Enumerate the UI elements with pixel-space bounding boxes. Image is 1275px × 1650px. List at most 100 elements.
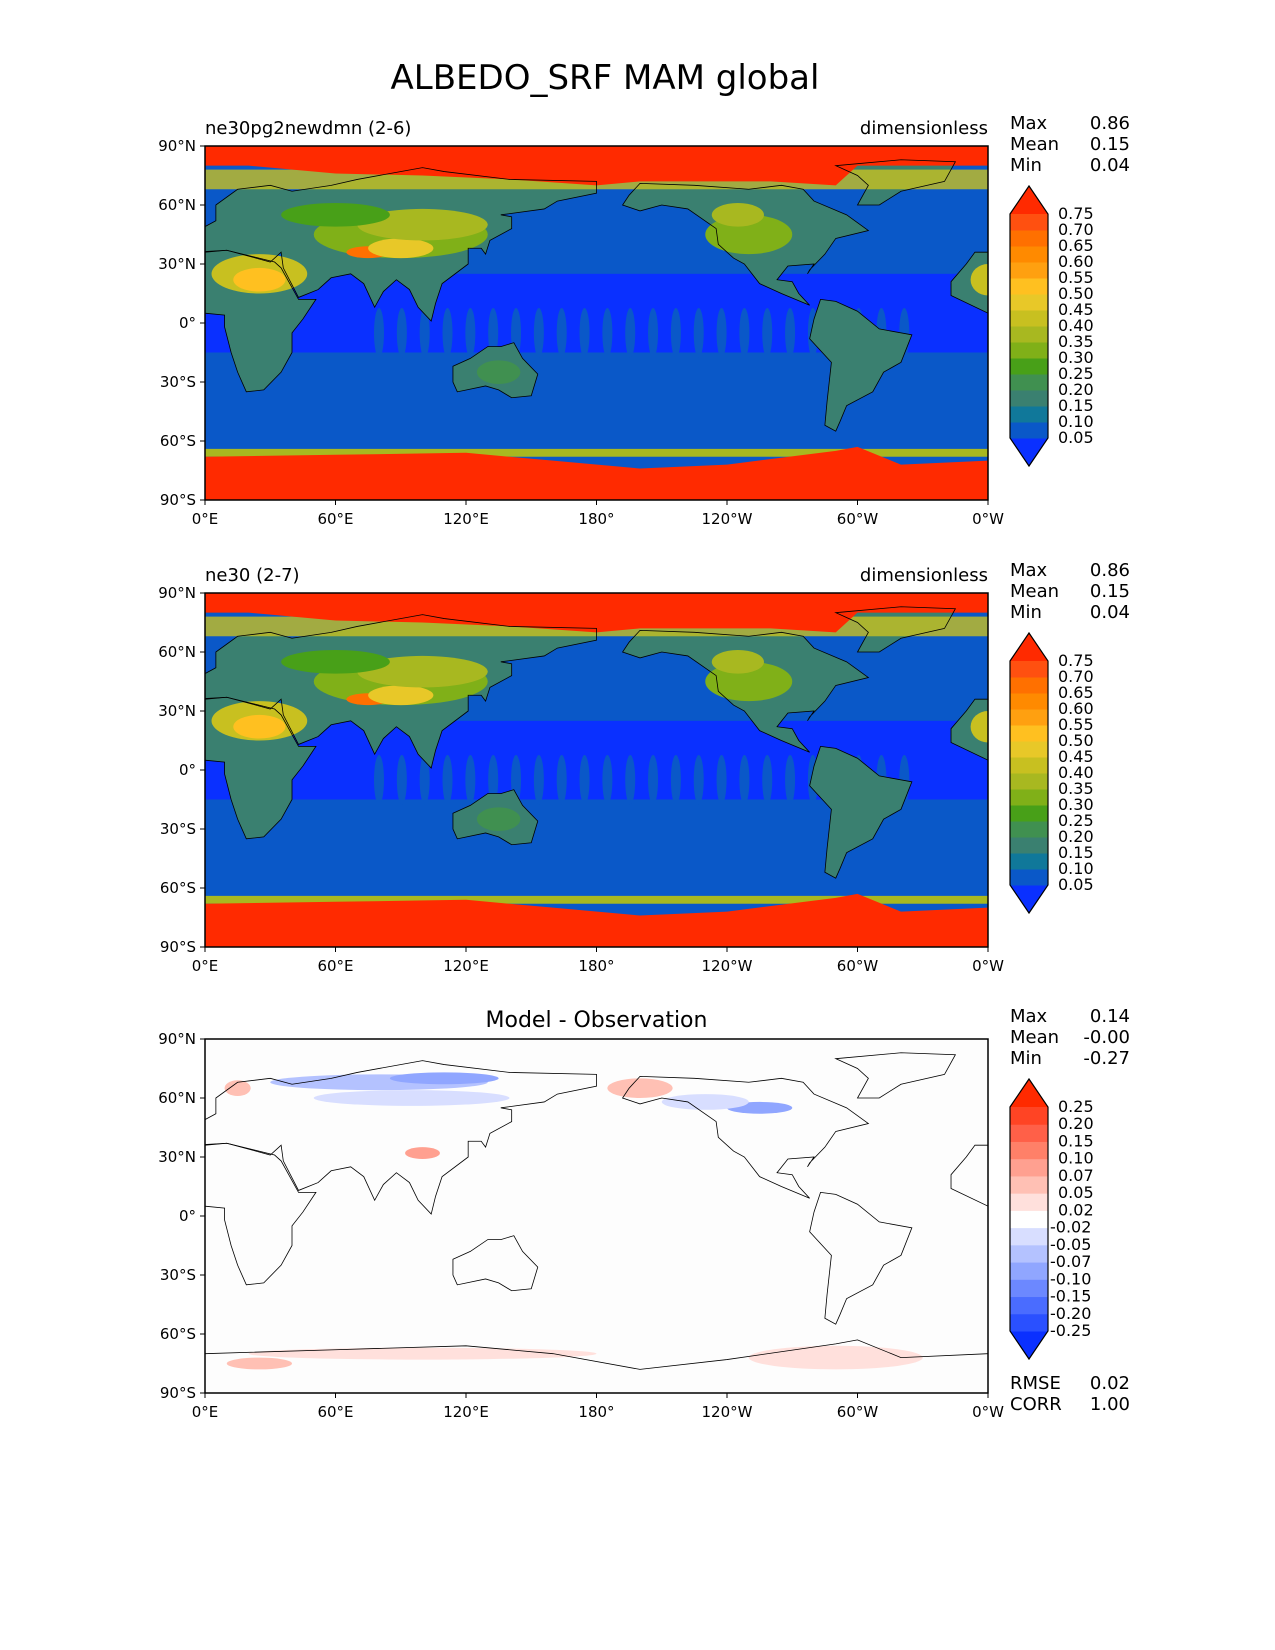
difference-patch <box>405 1147 440 1159</box>
colorbar-bin <box>1010 1158 1048 1177</box>
colorbar-tick-label: 0.30 <box>1058 348 1094 367</box>
land-albedo-patch <box>711 203 764 227</box>
y-tick-label: 60°N <box>158 1089 196 1107</box>
colorbar-tick-label: 0.60 <box>1058 699 1094 718</box>
ocean-streak <box>442 755 453 805</box>
ocean-streak <box>374 308 384 358</box>
x-tick-label: 120°E <box>443 510 489 528</box>
stat-value: -0.27 <box>1083 1048 1130 1069</box>
y-tick-label: 30°S <box>160 373 196 391</box>
ocean-streak <box>648 308 659 358</box>
ocean-streak <box>716 308 727 358</box>
colorbar-tick-label: 0.20 <box>1058 380 1094 399</box>
colorbar-bin <box>1010 1124 1048 1142</box>
colorbar-tick-label: 0.55 <box>1058 715 1094 734</box>
antarctic-snow <box>205 446 988 500</box>
footer-stat-label: RMSE <box>1010 1373 1061 1394</box>
x-tick-label: 120°E <box>443 957 489 975</box>
colorbar-bin <box>1010 326 1048 343</box>
colorbar-outline <box>1009 184 1049 468</box>
colorbar-tick-label: 0.15 <box>1058 843 1094 862</box>
colorbar: 0.050.100.150.200.250.300.350.400.450.50… <box>1009 631 1094 915</box>
stat-label: Min <box>1010 1048 1042 1069</box>
y-tick-label: 60°N <box>158 196 196 214</box>
y-tick-label: 30°S <box>160 1266 196 1284</box>
ocean-streak <box>533 755 544 805</box>
colorbar-tick-label: -0.20 <box>1050 1304 1091 1323</box>
colorbar-bin <box>1010 837 1048 854</box>
ocean-streak <box>625 308 636 358</box>
colorbar-bin <box>1010 358 1048 375</box>
map-panel-1: 0°E 60°E 120°E 180° 120°W 60°W 0°W 90°N 60°N 30°N… <box>158 113 1130 528</box>
stat-value: 0.15 <box>1090 581 1130 602</box>
colorbar-tick-label: -0.05 <box>1050 1235 1091 1254</box>
panel-units: dimensionless <box>860 118 988 139</box>
ocean-streak <box>442 308 453 358</box>
colorbar-bin <box>1010 853 1048 870</box>
colorbar-tick-label: 0.02 <box>1058 1200 1094 1219</box>
colorbar-extend-max <box>1010 1079 1048 1107</box>
coastline-africa <box>205 696 317 840</box>
y-tick-label: 0° <box>179 761 196 779</box>
land-albedo-patch <box>357 655 488 688</box>
colorbar-extend-max <box>1010 186 1048 214</box>
colorbar-bin <box>1010 1175 1048 1194</box>
colorbar-tick-label: 0.70 <box>1058 220 1094 239</box>
colorbar-tick-label: 0.40 <box>1058 316 1094 335</box>
ocean-streak <box>625 755 636 805</box>
stat-label: Max <box>1010 113 1048 134</box>
map-field <box>205 146 988 500</box>
y-tick-label: 30°N <box>158 1148 196 1166</box>
colorbar-bin <box>1010 374 1048 391</box>
coastline-greenland <box>834 159 957 206</box>
ocean-streak <box>693 308 704 358</box>
colorbar-bin <box>1010 1313 1048 1332</box>
colorbar-bin <box>1010 278 1048 295</box>
y-tick-label: 90°N <box>158 1030 196 1048</box>
land-samerica <box>809 746 912 879</box>
ocean-streak <box>419 755 430 805</box>
colorbar-extend-min <box>1010 885 1048 913</box>
panel-title-left: ne30 (2-7) <box>205 565 300 586</box>
colorbar-tick-label: 0.10 <box>1058 1149 1094 1168</box>
arctic-snow <box>205 146 988 186</box>
stat-value: -0.00 <box>1083 1027 1130 1048</box>
stat-label: Mean <box>1010 1027 1059 1048</box>
x-tick-label: 120°E <box>443 1403 489 1421</box>
difference-field <box>205 1039 988 1393</box>
x-tick-label: 120°W <box>702 1403 753 1421</box>
land-albedo-patch <box>368 685 434 706</box>
map-field <box>205 1039 988 1393</box>
panel-title-left: ne30pg2newdmn (2-6) <box>205 118 411 139</box>
colorbar-tick-label: 0.70 <box>1058 667 1094 686</box>
land-albedo-patch <box>233 714 286 739</box>
coastline-australia <box>452 1235 539 1292</box>
ocean-streak <box>488 755 499 805</box>
colorbar-bin <box>1010 294 1048 311</box>
x-tick-label: 60°W <box>837 1403 879 1421</box>
coastline-australia <box>452 342 539 399</box>
land-albedo-patch <box>711 650 764 674</box>
land-albedo-patch <box>476 807 521 831</box>
ocean-streak <box>670 755 681 805</box>
footer-stat-label: CORR <box>1010 1394 1062 1415</box>
land-albedo-patch <box>281 203 390 227</box>
ocean-streak <box>556 755 567 805</box>
panel-units: dimensionless <box>860 565 988 586</box>
y-tick-label: 90°N <box>158 584 196 602</box>
x-tick-label: 60°E <box>317 1403 353 1421</box>
footer-stat-value: 1.00 <box>1090 1394 1130 1415</box>
colorbar-bin <box>1010 709 1048 726</box>
colorbar-bin <box>1010 390 1048 407</box>
ocean-streak <box>579 308 590 358</box>
land-albedo-patch <box>368 238 434 259</box>
ocean-streak <box>785 755 796 805</box>
colorbar-extend-min <box>1010 1331 1048 1359</box>
y-tick-label: 60°S <box>160 432 196 450</box>
colorbar-bin <box>1010 821 1048 838</box>
coastline-eurasia <box>205 1060 597 1215</box>
stat-value: 0.86 <box>1090 113 1130 134</box>
colorbar-tick-label: 0.25 <box>1058 1097 1094 1116</box>
y-tick-label: 60°N <box>158 643 196 661</box>
